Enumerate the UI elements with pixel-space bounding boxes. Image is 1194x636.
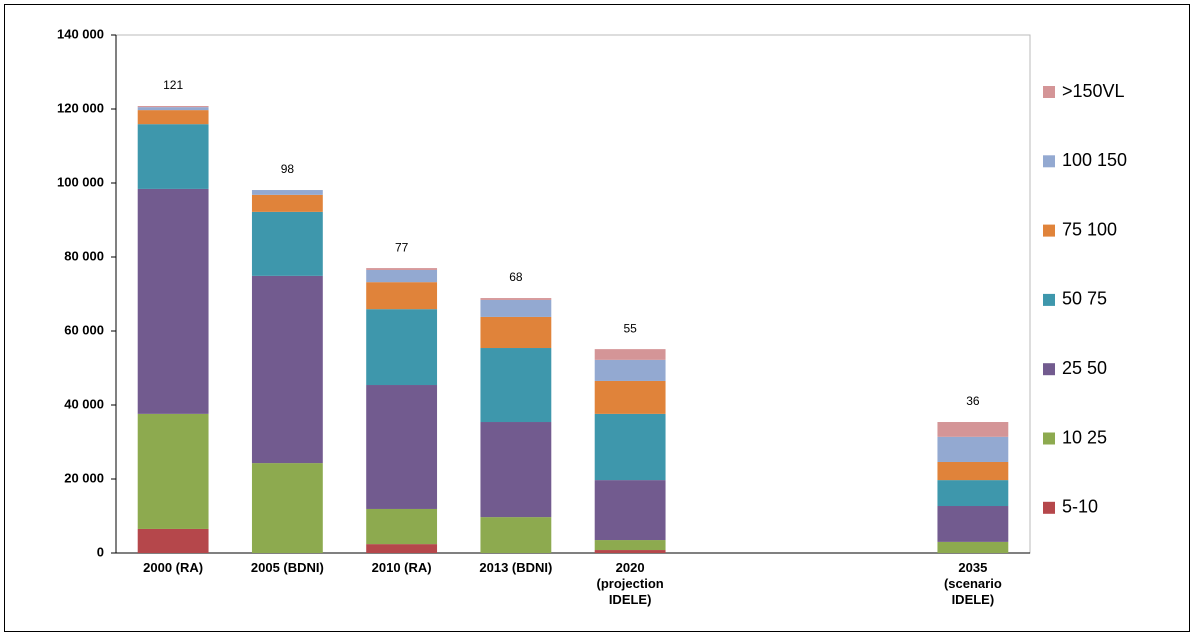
x-tick-label: 2010 (RA) — [371, 560, 432, 575]
bar-segment — [480, 316, 552, 349]
x-tick-label: 2005 (BDNI) — [250, 560, 324, 575]
legend-label: 25 50 — [1062, 358, 1107, 378]
bar-segment — [480, 517, 552, 553]
y-tick-label: 60 000 — [64, 322, 104, 337]
x-tick-label: 2020 (projection IDELE) — [596, 560, 664, 607]
bar-segment — [594, 349, 666, 360]
frame — [4, 4, 1190, 632]
y-tick-label: 100 000 — [57, 174, 104, 189]
y-tick-label: 20 000 — [64, 470, 104, 485]
legend-swatch — [1043, 501, 1055, 514]
bar-segment — [366, 268, 438, 270]
bar-segment — [480, 422, 552, 518]
bar-segment — [480, 298, 552, 300]
y-tick-label: 0 — [97, 544, 104, 559]
y-tick-label: 80 000 — [64, 248, 104, 263]
legend-swatch — [1043, 86, 1055, 98]
x-tick-label: 2000 (RA) — [143, 560, 204, 575]
legend-label: 100 150 — [1062, 150, 1127, 170]
y-tick-label: 40 000 — [64, 396, 104, 411]
bar-segment — [366, 282, 438, 310]
bar-segment — [251, 463, 323, 553]
bar-segment — [937, 541, 1009, 553]
bar-segment — [594, 550, 666, 553]
total-label: 98 — [281, 162, 295, 176]
bar-segment — [594, 540, 666, 551]
bar-segment — [480, 299, 552, 317]
bar-segment — [137, 107, 209, 111]
bar-segment — [937, 461, 1009, 481]
total-label: 55 — [623, 321, 637, 335]
bar-segment — [137, 413, 209, 529]
bar-segment — [137, 124, 209, 189]
bar-segment — [594, 359, 666, 381]
bar-segment — [137, 188, 209, 414]
bar-segment — [366, 508, 438, 545]
x-tick-label: 2035 (scenario IDELE) — [943, 560, 1002, 607]
total-label: 68 — [509, 270, 523, 284]
bar-segment — [251, 194, 323, 212]
bar-segment — [366, 385, 438, 509]
legend-swatch — [1043, 155, 1055, 168]
total-label: 121 — [163, 78, 183, 92]
bar-segment — [366, 269, 438, 283]
bar-segment — [480, 348, 552, 423]
legend-swatch — [1043, 363, 1055, 376]
total-label: 77 — [395, 240, 409, 254]
bar-segment — [251, 275, 323, 464]
bar-segment — [937, 422, 1009, 437]
legend-label: >150VL — [1062, 81, 1125, 101]
legend-swatch — [1043, 224, 1055, 237]
bar-segment — [137, 528, 209, 553]
bar-segment — [251, 211, 323, 276]
bar-segment — [594, 380, 666, 414]
legend-swatch — [1043, 293, 1055, 306]
bar-segment — [594, 480, 666, 541]
bar-segment — [137, 106, 209, 108]
bar-segment — [937, 480, 1009, 507]
y-tick-label: 120 000 — [57, 100, 104, 115]
x-tick-label: 2013 (BDNI) — [479, 560, 553, 575]
bar-segment — [366, 309, 438, 386]
total-label: 36 — [966, 394, 980, 408]
legend-label: 5-10 — [1062, 497, 1098, 517]
bar-segment — [937, 506, 1009, 542]
legend-label: 10 25 — [1062, 427, 1107, 447]
legend-label: 50 75 — [1062, 289, 1107, 309]
legend-label: 75 100 — [1062, 219, 1117, 239]
bar-segment — [251, 190, 323, 195]
bar-segment — [366, 544, 438, 553]
legend-swatch — [1043, 432, 1055, 445]
bar-segment — [594, 413, 666, 481]
bar-segment — [137, 110, 209, 125]
y-tick-label: 140 000 — [57, 26, 104, 41]
bar-segment — [937, 436, 1009, 462]
